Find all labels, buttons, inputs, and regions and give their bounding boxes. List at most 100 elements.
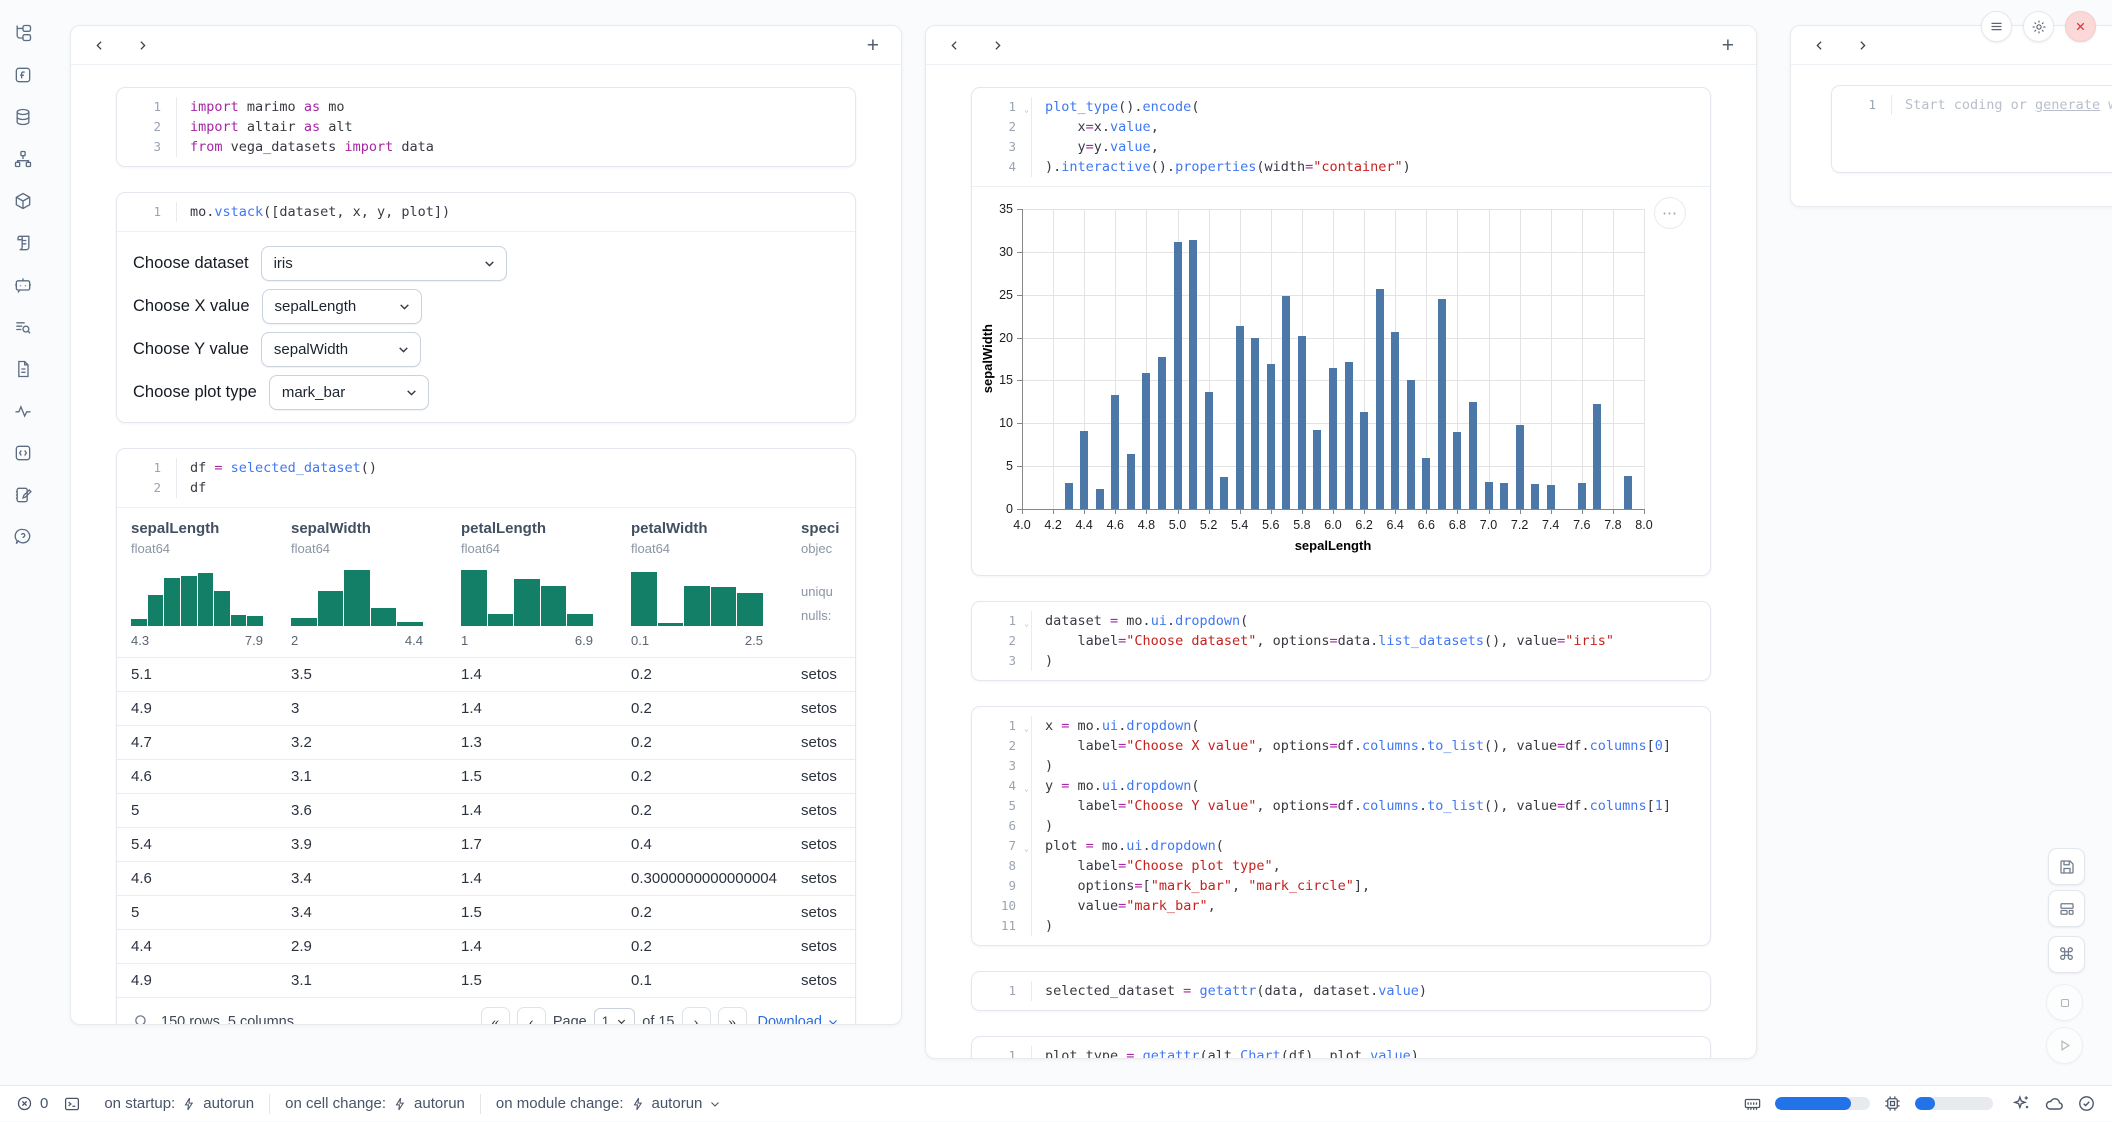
functions-icon[interactable] <box>10 62 36 88</box>
layout-button[interactable] <box>2048 890 2085 927</box>
add-cell-button[interactable]: + <box>1722 35 1734 56</box>
column-histogram <box>131 570 263 626</box>
help-icon[interactable] <box>10 524 36 550</box>
code-editor[interactable]: 1⌄plot_type().encode(2 x=x.value,3 y=y.v… <box>972 88 1710 186</box>
table-row[interactable]: 4.63.41.40.3000000000000004setos <box>117 861 855 895</box>
documentation-icon[interactable] <box>10 230 36 256</box>
search-icon[interactable] <box>133 1013 150 1025</box>
table-row[interactable]: 4.42.91.40.2setos <box>117 929 855 963</box>
chat-icon[interactable] <box>10 272 36 298</box>
chevron-right-icon[interactable] <box>1856 39 1869 52</box>
on-startup-config[interactable]: on startup: autorun <box>104 1095 254 1112</box>
last-page-button[interactable]: » <box>718 1007 747 1025</box>
table-cell: setos <box>801 734 855 751</box>
table-row[interactable]: 5.13.51.40.2setos <box>117 657 855 691</box>
on-module-change-config[interactable]: on module change: autorun <box>496 1095 721 1112</box>
plot-type-select[interactable]: mark_bar <box>269 375 429 410</box>
altair-chart[interactable]: ⋯ 4.04.24.44.64.85.05.25.45.65.86.06.26.… <box>980 195 1702 567</box>
code-line: ) <box>1032 816 1053 836</box>
code-editor[interactable]: 1⌄dataset = mo.ui.dropdown(2 label="Choo… <box>972 602 1710 680</box>
errors-indicator[interactable]: 0 <box>16 1095 48 1112</box>
code-cell-plot: 1⌄plot_type().encode(2 x=x.value,3 y=y.v… <box>971 87 1711 576</box>
table-row[interactable]: 4.63.11.50.2setos <box>117 759 855 793</box>
code-editor[interactable]: 1selected_dataset = getattr(data, datase… <box>972 972 1710 1010</box>
code-line: Start coding or generate with <box>1892 95 2112 115</box>
code-editor[interactable]: 1Start coding or generate with <box>1832 86 2112 124</box>
ai-sparkles-icon[interactable] <box>2012 1094 2031 1113</box>
chevron-right-icon[interactable] <box>991 39 1004 52</box>
code-line: from vega_datasets import data <box>177 137 434 157</box>
line-number: 1⌄ <box>972 611 1032 631</box>
table-row[interactable]: 4.73.21.30.2setos <box>117 725 855 759</box>
page-select[interactable]: 1 <box>594 1008 636 1026</box>
chart-bar <box>1593 404 1601 509</box>
chevron-right-icon[interactable] <box>136 39 149 52</box>
code-editor[interactable]: 1df = selected_dataset()2df <box>117 449 855 507</box>
chevron-left-icon[interactable] <box>93 39 106 52</box>
tracing-icon[interactable] <box>10 398 36 424</box>
chevron-down-icon <box>709 1098 721 1110</box>
command-palette-button[interactable]: ⌘ <box>2048 936 2085 973</box>
code-line: label="Choose dataset", options=data.lis… <box>1032 631 1614 651</box>
dependency-graph-icon[interactable] <box>10 146 36 172</box>
table-cell: 3 <box>291 700 461 717</box>
first-page-button[interactable]: « <box>481 1007 510 1025</box>
chevron-left-icon[interactable] <box>1813 39 1826 52</box>
download-button[interactable]: Download <box>758 1014 840 1026</box>
code-editor[interactable]: 1mo.vstack([dataset, x, y, plot]) <box>117 193 855 231</box>
add-cell-button[interactable]: + <box>867 35 879 56</box>
code-editor[interactable]: 1plot_type = getattr(alt.Chart(df), plot… <box>972 1037 1710 1059</box>
page-label: Page <box>553 1014 587 1026</box>
chevron-left-icon[interactable] <box>948 39 961 52</box>
code-line: mo.vstack([dataset, x, y, plot]) <box>177 202 450 222</box>
logs-icon[interactable] <box>10 314 36 340</box>
save-button[interactable] <box>2048 848 2085 885</box>
table-row[interactable]: 5.43.91.70.4setos <box>117 827 855 861</box>
column-header[interactable]: petalWidthfloat640.12.5 <box>631 520 801 657</box>
table-row[interactable]: 53.41.50.2setos <box>117 895 855 929</box>
column-header[interactable]: petalLengthfloat6416.9 <box>461 520 631 657</box>
terminal-icon <box>63 1095 81 1113</box>
code-cell-plot-type: 1plot_type = getattr(alt.Chart(df), plot… <box>971 1036 1711 1059</box>
code-cell-imports: 1import marimo as mo2import altair as al… <box>116 87 856 167</box>
connection-status-icon[interactable] <box>2077 1094 2096 1113</box>
close-button[interactable] <box>2065 11 2096 42</box>
table-row[interactable]: 4.93.11.50.1setos <box>117 963 855 997</box>
run-button[interactable] <box>2046 1027 2083 1064</box>
cpu-icon <box>1883 1094 1902 1113</box>
prev-page-button[interactable]: ‹ <box>517 1007 546 1025</box>
column-header[interactable]: sepalLengthfloat644.37.9 <box>131 520 291 657</box>
column-header[interactable]: speciobjecuniqunulls: <box>801 520 855 657</box>
packages-icon[interactable] <box>10 188 36 214</box>
x-value-select[interactable]: sepalLength <box>262 289 422 324</box>
y-tick-label: 25 <box>981 288 1013 302</box>
code-cell-xy-plot-dropdowns: 1⌄x = mo.ui.dropdown(2 label="Choose X v… <box>971 706 1711 946</box>
line-number: 1⌄ <box>972 716 1032 736</box>
column-histogram <box>291 570 423 626</box>
column-header[interactable]: sepalWidthfloat6424.4 <box>291 520 461 657</box>
line-number: 1⌄ <box>972 97 1032 117</box>
chart-menu-button[interactable]: ⋯ <box>1654 197 1686 229</box>
settings-button[interactable] <box>2023 11 2054 42</box>
code-editor[interactable]: 1import marimo as mo2import altair as al… <box>117 88 855 166</box>
file-explorer-icon[interactable] <box>10 20 36 46</box>
chart-bar <box>1500 483 1508 509</box>
stop-button[interactable] <box>2046 984 2083 1021</box>
assistant-icon[interactable] <box>2044 1094 2064 1114</box>
table-row[interactable]: 4.931.40.2setos <box>117 691 855 725</box>
scratchpad-icon[interactable] <box>10 482 36 508</box>
chart-bar <box>1376 289 1384 509</box>
dataset-select[interactable]: iris <box>261 246 507 281</box>
snippets-icon[interactable] <box>10 440 36 466</box>
y-value-select[interactable]: sepalWidth <box>261 332 421 367</box>
database-icon[interactable] <box>10 104 36 130</box>
code-editor[interactable]: 1⌄x = mo.ui.dropdown(2 label="Choose X v… <box>972 707 1710 945</box>
menu-button[interactable] <box>1981 11 2012 42</box>
document-icon[interactable] <box>10 356 36 382</box>
terminal-button[interactable] <box>63 1095 81 1113</box>
table-row[interactable]: 53.61.40.2setos <box>117 793 855 827</box>
column-stats: uniqunulls: <box>801 580 841 628</box>
next-page-button[interactable]: › <box>682 1007 711 1025</box>
line-number: 2 <box>972 631 1032 651</box>
on-cell-change-config[interactable]: on cell change: autorun <box>285 1095 465 1112</box>
